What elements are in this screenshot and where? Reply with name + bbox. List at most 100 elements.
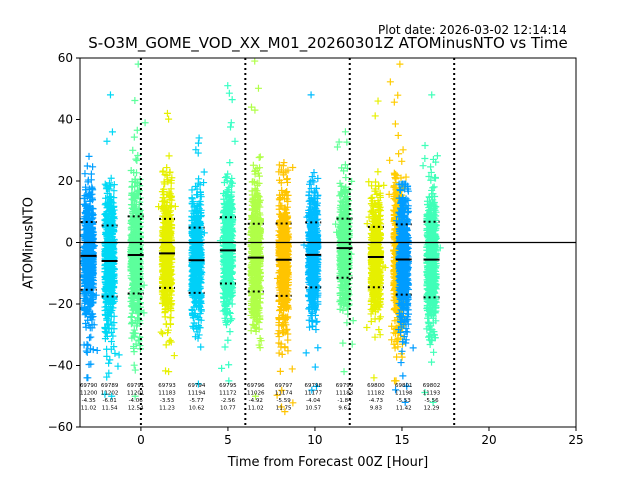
scatter-point	[231, 137, 239, 145]
scatter-point	[396, 60, 404, 68]
scatter-point	[388, 336, 396, 344]
scatter-point	[254, 84, 262, 92]
scatter-point	[227, 123, 234, 131]
scatter-point	[85, 273, 93, 281]
scatter-point	[200, 168, 208, 176]
scatter-point	[110, 343, 118, 351]
scatter-point	[88, 310, 96, 318]
scatter-column	[247, 58, 265, 400]
scatter-point	[110, 294, 118, 302]
scatter-column	[101, 91, 123, 400]
scatter-point	[141, 119, 149, 127]
scatter-point	[102, 245, 110, 253]
scatter-point	[110, 187, 118, 195]
scatter-point	[228, 96, 236, 104]
scatter-point	[101, 240, 109, 248]
scatter-point	[284, 336, 292, 344]
scatter-point	[390, 192, 398, 200]
scatter-point	[109, 199, 117, 207]
scatter-point	[104, 246, 112, 254]
scatter-point	[226, 328, 234, 336]
chart-title: S-O3M_GOME_VOD_XX_M01_20260301Z ATOMinus…	[88, 34, 568, 52]
scatter-point	[102, 294, 110, 302]
scatter-point	[109, 268, 117, 276]
scatter-point	[251, 58, 259, 65]
scatter-point	[105, 359, 113, 367]
scatter-column	[273, 159, 297, 416]
scatter-point	[80, 304, 86, 312]
scatter-point	[128, 318, 136, 326]
scatter-point	[255, 154, 263, 162]
scatter-point	[398, 322, 406, 330]
scatter-point	[107, 223, 115, 231]
scatter-point	[85, 245, 93, 253]
scatter-point	[89, 196, 97, 204]
scatter-point	[395, 150, 403, 158]
scatter-point	[110, 279, 118, 287]
scatter-point	[83, 340, 91, 348]
scatter-point	[101, 303, 109, 311]
scatter-point	[86, 220, 94, 228]
scatter-point	[107, 288, 115, 296]
scatter-point	[105, 369, 113, 377]
scatter-point	[82, 202, 90, 210]
scatter-point	[390, 98, 398, 106]
scatter-point	[87, 345, 95, 353]
scatter-point	[80, 226, 88, 234]
scatter-point	[390, 240, 398, 248]
scatter-point	[171, 202, 179, 210]
scatter-layer	[80, 58, 444, 416]
scatter-point	[82, 282, 90, 290]
scatter-point	[81, 292, 89, 300]
scatter-point	[101, 290, 109, 298]
scatter-point	[194, 139, 202, 147]
scatter-point	[135, 247, 143, 255]
scatter-point	[392, 170, 400, 178]
scatter-point	[104, 308, 112, 316]
scatter-point	[392, 196, 400, 204]
scatter-point	[402, 173, 410, 181]
scatter-point	[135, 337, 143, 345]
scatter-point	[165, 368, 173, 376]
scatter-point	[101, 180, 109, 188]
scatter-point	[103, 352, 111, 360]
scatter-point	[105, 219, 113, 227]
scatter-point	[89, 263, 97, 271]
scatter-point	[393, 187, 401, 195]
scatter-point	[86, 299, 94, 307]
scatter-point	[399, 146, 407, 154]
scatter-point	[102, 285, 110, 293]
scatter-point	[393, 353, 401, 361]
scatter-point	[225, 361, 233, 369]
scatter-point	[195, 134, 203, 142]
scatter-point	[81, 256, 89, 264]
scatter-point	[385, 190, 393, 198]
scatter-point	[133, 157, 141, 165]
scatter-point	[89, 163, 97, 171]
scatter-point	[256, 153, 264, 161]
scatter-point	[390, 169, 398, 177]
scatter-point	[107, 338, 115, 346]
scatter-point	[275, 349, 283, 357]
scatter-point	[165, 115, 173, 123]
scatter-point	[108, 321, 116, 329]
scatter-point	[89, 279, 97, 287]
scatter-column	[80, 152, 101, 382]
scatter-point	[110, 203, 118, 211]
scatter-point	[129, 146, 137, 154]
scatter-point	[82, 244, 90, 252]
scatter-point	[81, 209, 89, 217]
scatter-point	[101, 335, 109, 343]
scatter-point	[392, 338, 400, 346]
scatter-point	[105, 194, 113, 202]
scatter-point	[127, 167, 135, 175]
scatter-point	[394, 91, 402, 99]
scatter-point	[221, 343, 229, 351]
scatter-point	[131, 366, 139, 374]
scatter-point	[114, 362, 122, 370]
scatter-point	[132, 155, 140, 163]
scatter-point	[162, 320, 170, 328]
scatter-point	[132, 340, 140, 348]
scatter-point	[132, 221, 140, 229]
